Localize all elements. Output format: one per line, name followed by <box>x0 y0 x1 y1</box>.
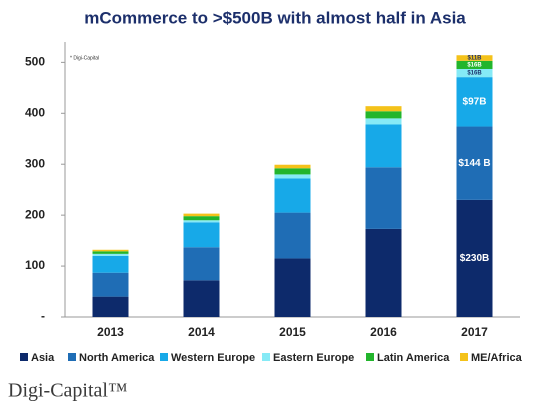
bar-segment <box>92 249 129 252</box>
legend-label: ME/Africa <box>471 352 523 364</box>
bar-segment <box>456 68 493 78</box>
bar-segment <box>183 216 220 221</box>
bar-segment <box>92 296 129 317</box>
bar-segment <box>183 280 220 317</box>
bar-segment <box>365 111 402 119</box>
y-tick-label: 300 <box>25 156 45 170</box>
y-tick-label: 500 <box>25 55 45 69</box>
y-tick-label: 100 <box>25 258 45 272</box>
bar-segment <box>92 255 129 273</box>
bar-segment <box>456 199 493 317</box>
bar-segment <box>365 167 402 229</box>
y-tick-label: 400 <box>25 105 45 119</box>
bar-segment <box>274 174 311 179</box>
bar-segment <box>365 124 402 168</box>
legend-swatch <box>366 353 374 361</box>
data-label: $11B <box>467 56 482 62</box>
bar-segment <box>183 222 220 248</box>
bar-segment <box>274 212 311 259</box>
bar-segment <box>183 220 220 223</box>
bar-segment <box>456 55 493 61</box>
x-tick-label: 2016 <box>370 325 397 339</box>
y-tick-label: 200 <box>25 207 45 221</box>
bar-segment <box>365 118 402 125</box>
bar-segment <box>274 168 311 175</box>
legend-swatch <box>160 353 168 361</box>
legend-swatch <box>20 353 28 361</box>
x-tick-label: 2013 <box>97 325 124 339</box>
x-tick-label: 2014 <box>188 325 215 339</box>
bar-segment <box>456 60 493 69</box>
legend-label: Asia <box>31 352 55 364</box>
bar-segment <box>274 164 311 169</box>
note: * Digi-Capital <box>70 55 99 61</box>
legend-label: Western Europe <box>171 352 255 364</box>
x-tick-label: 2017 <box>461 325 488 339</box>
bar-segment <box>92 272 129 297</box>
legend-label: Eastern Europe <box>273 352 354 364</box>
logo: Digi-Capital™ <box>8 380 128 402</box>
bar-segment <box>92 253 129 256</box>
bar-segment <box>456 77 493 127</box>
bar-segment <box>456 126 493 200</box>
data-label: $230B <box>460 253 489 264</box>
data-label: $97B <box>463 96 487 107</box>
data-label: $16B <box>467 62 482 68</box>
bar-segment <box>183 247 220 281</box>
data-label: $144 B <box>458 158 490 169</box>
bar-segment <box>183 213 220 217</box>
chart-title: mCommerce to >$500B with almost half in … <box>84 8 466 27</box>
x-tick-label: 2015 <box>279 325 306 339</box>
bar-segment <box>274 258 311 317</box>
legend-label: Latin America <box>377 352 450 364</box>
bar-segment <box>365 228 402 317</box>
legend-swatch <box>460 353 468 361</box>
legend-swatch <box>68 353 76 361</box>
bar-segment <box>92 251 129 254</box>
bar-segment <box>274 178 311 213</box>
y-tick-label: - <box>41 309 45 323</box>
bar-segment <box>365 106 402 112</box>
legend-label: North America <box>79 352 155 364</box>
data-label: $16B <box>467 71 482 77</box>
legend-swatch <box>262 353 270 361</box>
